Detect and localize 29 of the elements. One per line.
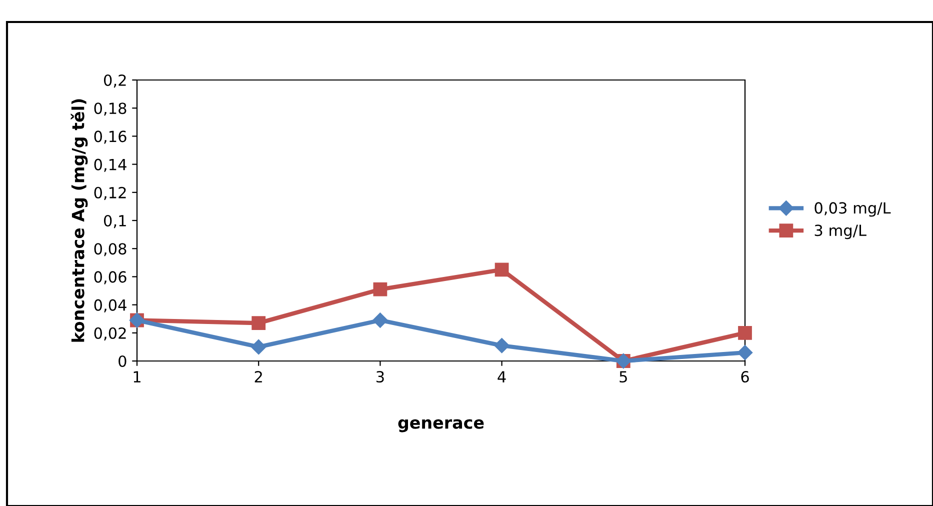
y-tick-label: 0,16 — [94, 130, 126, 144]
y-tick-label: 0,1 — [104, 214, 126, 228]
x-tick-label: 4 — [498, 371, 506, 382]
y-tick-label: 0,14 — [94, 158, 126, 172]
legend-label: 0,03 mg/L — [814, 202, 891, 217]
y-tick-label: 0,12 — [94, 186, 126, 200]
point — [738, 326, 752, 340]
x-tick-label: 3 — [376, 370, 384, 383]
point — [494, 262, 509, 277]
y-tick-label: 0,04 — [94, 299, 126, 312]
y-tick-label: 0,06 — [94, 271, 126, 284]
point — [252, 316, 266, 330]
point — [737, 345, 753, 360]
x-tick-label: 6 — [741, 370, 749, 383]
y-tick-label: 0,18 — [94, 102, 126, 116]
y-tick-label: 0 — [118, 355, 126, 368]
x-tick-label: 1 — [134, 371, 140, 382]
y-tick-label: 0,08 — [94, 243, 126, 256]
x-tick-label: 2 — [254, 370, 262, 382]
y-tick-label: 0,02 — [94, 327, 126, 340]
point — [372, 312, 388, 328]
point — [494, 338, 510, 354]
y-tick-label: 0,2 — [104, 74, 126, 88]
x-axis-title: generace — [398, 419, 484, 432]
y-axis-title: koncentrace Ag (mg/g těl) — [70, 99, 88, 342]
point — [251, 339, 266, 355]
point — [373, 282, 388, 296]
x-tick-label: 5 — [620, 371, 627, 383]
legend-label: 3 mg/L — [814, 224, 866, 240]
